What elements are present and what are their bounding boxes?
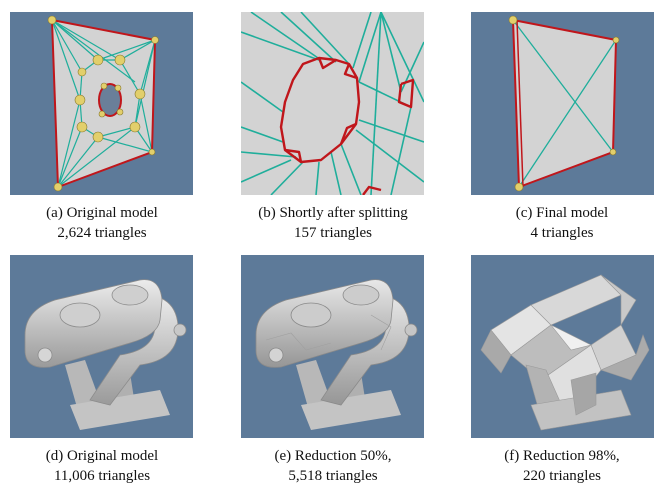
- caption-e-count: 5,518 triangles: [288, 468, 378, 484]
- panel-f-image: [471, 255, 654, 438]
- caption-d: (d) Original model 11,006 triangles: [0, 446, 212, 486]
- panel-d-image: [10, 255, 193, 438]
- panel-e-image: [241, 255, 424, 438]
- caption-e: (e) Reduction 50%, 5,518 triangles: [223, 446, 443, 486]
- caption-c-count: 4 triangles: [530, 225, 594, 241]
- caption-d-label: (d) Original model: [45, 448, 159, 464]
- caption-b-label: (b) Shortly after splitting: [258, 205, 408, 221]
- caption-d-count: 11,006 triangles: [53, 468, 151, 484]
- caption-c-label: (c) Final model: [515, 205, 609, 221]
- caption-a-count: 2,624 triangles: [57, 225, 147, 241]
- caption-f: (f) Reduction 98%, 220 triangles: [452, 446, 663, 486]
- caption-a: (a) Original model 2,624 triangles: [0, 203, 212, 243]
- caption-b-count: 157 triangles: [294, 225, 372, 241]
- caption-e-label: (e) Reduction 50%,: [274, 448, 392, 464]
- panel-a-image: [10, 12, 193, 195]
- caption-f-label: (f) Reduction 98%,: [504, 448, 620, 464]
- caption-f-count: 220 triangles: [523, 468, 601, 484]
- panel-c-image: [471, 12, 654, 195]
- caption-b: (b) Shortly after splitting 157 triangle…: [223, 203, 443, 243]
- caption-c: (c) Final model 4 triangles: [452, 203, 663, 243]
- panel-b-image: [241, 12, 424, 195]
- caption-a-label: (a) Original model: [46, 205, 158, 221]
